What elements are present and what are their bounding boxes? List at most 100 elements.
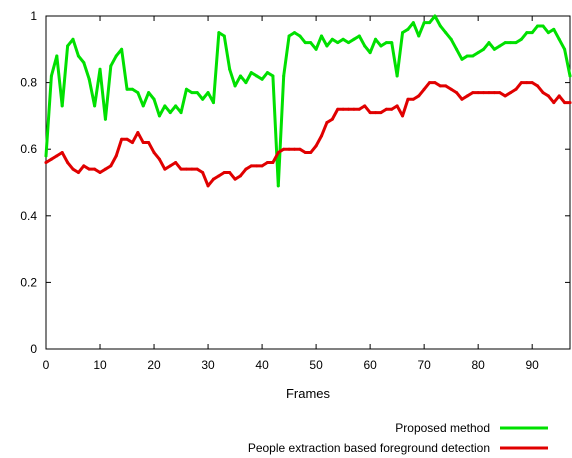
data-point bbox=[449, 37, 453, 41]
data-point bbox=[282, 147, 286, 151]
data-point bbox=[444, 84, 448, 88]
data-point bbox=[49, 157, 53, 161]
data-point bbox=[401, 31, 405, 35]
y-tick-label: 0.8 bbox=[20, 76, 37, 90]
data-point bbox=[471, 91, 475, 95]
data-point bbox=[44, 161, 48, 165]
data-point bbox=[93, 167, 97, 171]
data-point bbox=[233, 84, 237, 88]
data-point bbox=[303, 41, 307, 45]
data-point bbox=[541, 91, 545, 95]
series-layer bbox=[44, 14, 572, 188]
data-point bbox=[309, 41, 313, 45]
data-point bbox=[568, 101, 572, 105]
data-point bbox=[422, 21, 426, 25]
data-point bbox=[136, 91, 140, 95]
data-point bbox=[60, 151, 64, 155]
data-point bbox=[195, 167, 199, 171]
data-point bbox=[347, 41, 351, 45]
data-point bbox=[292, 31, 296, 35]
data-point bbox=[492, 47, 496, 51]
data-point bbox=[476, 51, 480, 55]
data-point bbox=[244, 81, 248, 85]
x-tick-label: 40 bbox=[255, 358, 269, 372]
data-point bbox=[309, 151, 313, 155]
data-point bbox=[76, 54, 80, 58]
data-point bbox=[363, 104, 367, 108]
data-point bbox=[152, 151, 156, 155]
data-point bbox=[168, 164, 172, 168]
data-point bbox=[157, 157, 161, 161]
data-point bbox=[287, 34, 291, 38]
data-point bbox=[184, 87, 188, 91]
data-point bbox=[514, 87, 518, 91]
data-point bbox=[265, 161, 269, 165]
data-point bbox=[336, 41, 340, 45]
data-point bbox=[341, 107, 345, 111]
data-point bbox=[438, 24, 442, 28]
series-1 bbox=[44, 14, 572, 188]
data-point bbox=[525, 81, 529, 85]
data-point bbox=[546, 94, 550, 98]
data-point bbox=[411, 97, 415, 101]
data-point bbox=[184, 167, 188, 171]
data-point bbox=[487, 41, 491, 45]
data-point bbox=[325, 121, 329, 125]
data-point bbox=[417, 94, 421, 98]
data-point bbox=[87, 167, 91, 171]
data-point bbox=[201, 171, 205, 175]
data-point bbox=[536, 24, 540, 28]
data-point bbox=[530, 31, 534, 35]
data-point bbox=[411, 21, 415, 25]
data-point bbox=[130, 141, 134, 145]
data-point bbox=[482, 91, 486, 95]
data-point bbox=[368, 51, 372, 55]
series-2 bbox=[44, 81, 572, 188]
data-point bbox=[363, 44, 367, 48]
y-tick-label: 0.2 bbox=[20, 275, 37, 289]
data-point bbox=[395, 104, 399, 108]
data-point bbox=[190, 91, 194, 95]
x-axis-title: Frames bbox=[286, 386, 331, 401]
data-point bbox=[498, 91, 502, 95]
data-point bbox=[71, 37, 75, 41]
data-point bbox=[82, 61, 86, 65]
data-point bbox=[125, 87, 129, 91]
data-point bbox=[244, 167, 248, 171]
data-point bbox=[217, 31, 221, 35]
data-point bbox=[195, 91, 199, 95]
data-point bbox=[179, 111, 183, 115]
data-point bbox=[222, 171, 226, 175]
y-tick-label: 0.6 bbox=[20, 142, 37, 156]
y-tick-label: 0 bbox=[30, 342, 37, 356]
y-axis: 0 0.2 0.4 0.6 0.8 1 bbox=[20, 9, 570, 356]
legend-label: People extraction based foreground detec… bbox=[248, 441, 490, 455]
data-point bbox=[103, 167, 107, 171]
data-point bbox=[130, 87, 134, 91]
data-point bbox=[379, 111, 383, 115]
data-point bbox=[519, 81, 523, 85]
data-point bbox=[390, 107, 394, 111]
data-point bbox=[141, 104, 145, 108]
data-point bbox=[125, 137, 129, 141]
data-point bbox=[541, 24, 545, 28]
data-point bbox=[120, 47, 124, 51]
data-point bbox=[341, 37, 345, 41]
data-point bbox=[103, 117, 107, 121]
data-point bbox=[390, 41, 394, 45]
data-point bbox=[433, 14, 437, 18]
data-point bbox=[552, 27, 556, 31]
data-point bbox=[87, 77, 91, 81]
data-point bbox=[211, 101, 215, 105]
series-line bbox=[44, 14, 572, 188]
data-point bbox=[325, 44, 329, 48]
data-point bbox=[260, 164, 264, 168]
data-point bbox=[357, 34, 361, 38]
data-point bbox=[206, 184, 210, 188]
data-point bbox=[330, 117, 334, 121]
data-point bbox=[228, 171, 232, 175]
data-point bbox=[217, 174, 221, 178]
data-point bbox=[222, 34, 226, 38]
data-point bbox=[336, 107, 340, 111]
